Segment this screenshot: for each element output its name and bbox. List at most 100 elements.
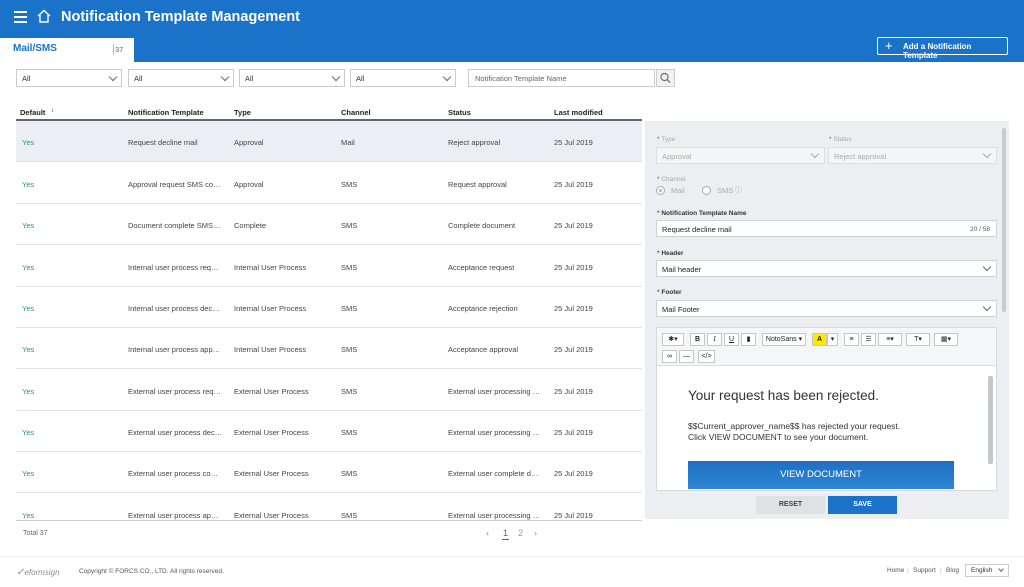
cell-status: Reject approval [448, 138, 501, 147]
search-input[interactable]: Notification Template Name [468, 69, 655, 87]
sort-icon[interactable]: ↕ [51, 108, 54, 114]
eformsign-logo: ✓eformsign [16, 567, 60, 578]
status-select: Reject approval [828, 147, 997, 164]
font-select[interactable]: NotoSans ▾ [762, 333, 806, 346]
cell-status: External user processing … [448, 428, 541, 437]
filter-select-3[interactable]: All [239, 69, 345, 87]
chevron-down-icon [220, 72, 230, 82]
footer-link-home[interactable]: Home [887, 567, 905, 574]
cell-channel: SMS [341, 511, 358, 520]
tab-mail-sms[interactable]: Mail/SMS 37 [0, 38, 134, 62]
cell-modified: 25 Jul 2019 [554, 511, 593, 520]
italic-button[interactable]: I [707, 333, 722, 346]
horizontal-rule-icon[interactable]: — [679, 350, 694, 363]
page-2[interactable]: 2 [518, 528, 524, 538]
highlight-button[interactable]: A [812, 333, 827, 346]
panel-scrollbar[interactable] [1002, 128, 1006, 312]
channel-mail-label: Mail [671, 186, 685, 195]
add-template-label: Add a Notification Template [903, 42, 972, 60]
prev-page-icon[interactable]: ‹ [486, 528, 489, 538]
header-select[interactable]: Mail header [656, 260, 997, 277]
save-button[interactable]: SAVE [828, 496, 897, 514]
tab-label: Mail/SMS [13, 43, 57, 54]
table-icon[interactable]: ▦▾ [934, 333, 958, 346]
table-row[interactable]: Yes Internal user process app… Internal … [16, 328, 642, 369]
table-row[interactable]: Yes Document complete SMS… Complete SMS … [16, 204, 642, 245]
cell-template: Document complete SMS… [128, 221, 221, 230]
home-icon[interactable] [37, 9, 51, 23]
editor-scrollbar[interactable] [988, 376, 993, 464]
filter-select-4[interactable]: All [350, 69, 456, 87]
table-row[interactable]: Yes Internal user process req… Internal … [16, 246, 642, 287]
reset-button[interactable]: RESET [756, 496, 825, 514]
search-button[interactable] [656, 69, 675, 87]
align-icon[interactable]: ≡▾ [878, 333, 902, 346]
cell-modified: 25 Jul 2019 [554, 345, 593, 354]
numbered-list-icon[interactable]: ☰ [861, 333, 876, 346]
cell-type: External User Process [234, 387, 309, 396]
cell-modified: 25 Jul 2019 [554, 428, 593, 437]
view-document-button: VIEW DOCUMENT [688, 461, 954, 489]
top-bar: Notification Template Management Mail/SM… [0, 0, 1024, 62]
cell-status: Request approval [448, 180, 507, 189]
col-channel: Channel [341, 108, 371, 117]
cell-default: Yes [22, 387, 35, 396]
text-size-icon[interactable]: T▾ [906, 333, 930, 346]
bold-button[interactable]: B [690, 333, 705, 346]
page-1[interactable]: 1 [502, 528, 510, 540]
chevron-down-icon [982, 149, 992, 159]
cell-default: Yes [22, 304, 35, 313]
cell-modified: 25 Jul 2019 [554, 469, 593, 478]
channel-sms-label: SMS [717, 186, 734, 195]
underline-button[interactable]: U [724, 333, 739, 346]
table-row[interactable]: Yes External user process ap… External U… [16, 494, 642, 521]
chevron-down-icon[interactable]: ▾ [827, 333, 838, 346]
add-template-button[interactable]: + Add a Notification Template [877, 37, 1008, 60]
footer-select[interactable]: Mail Footer [656, 300, 997, 317]
chevron-down-icon [108, 72, 118, 82]
eraser-icon[interactable]: ▮ [741, 333, 756, 346]
footer-link-blog[interactable]: Blog [946, 567, 960, 574]
channel-sms-radio [702, 186, 711, 195]
bullet-list-icon[interactable]: ≡ [844, 333, 859, 346]
table-row[interactable]: Yes Request decline mail Approval Mail R… [16, 121, 642, 162]
link-icon[interactable]: ∞ [662, 350, 677, 363]
cell-channel: SMS [341, 304, 358, 313]
header-value: Mail header [662, 265, 702, 274]
col-default[interactable]: Default [20, 108, 46, 117]
template-name-input[interactable]: Request decline mail 20 / 58 [656, 220, 997, 237]
chevron-down-icon [331, 72, 341, 82]
cell-channel: SMS [341, 387, 358, 396]
info-icon[interactable]: ⓘ [735, 187, 742, 194]
total-count: Total 37 [23, 530, 48, 537]
menu-icon[interactable] [14, 11, 27, 23]
footer-separator: | [907, 567, 909, 574]
next-page-icon[interactable]: › [534, 528, 537, 538]
filter-select-2[interactable]: All [128, 69, 234, 87]
col-type: Type [234, 108, 251, 117]
type-select: Approval [656, 147, 825, 164]
table-row[interactable]: Yes Internal user process dec… Internal … [16, 287, 642, 328]
char-counter: 20 / 58 [970, 226, 990, 233]
filter-select-1[interactable]: All [16, 69, 122, 87]
table-row[interactable]: Yes Approval request SMS co… Approval SM… [16, 163, 642, 204]
table-row[interactable]: Yes External user process co… External U… [16, 452, 642, 493]
language-select[interactable]: English [965, 564, 1009, 577]
rich-text-editor[interactable]: ✱▾ B I U ▮ NotoSans ▾ A ▾ ≡ ☰ ≡▾ T▾ ▦▾ ∞… [656, 327, 997, 491]
footer-divider [0, 556, 1024, 557]
cell-status: Complete document [448, 221, 516, 230]
magic-wand-icon[interactable]: ✱▾ [662, 333, 684, 346]
template-name-label: * Notification Template Name [657, 210, 747, 217]
editor-toolbar: ✱▾ B I U ▮ NotoSans ▾ A ▾ ≡ ☰ ≡▾ T▾ ▦▾ ∞… [657, 328, 996, 366]
type-value: Approval [662, 152, 692, 161]
table-row[interactable]: Yes External user process req… External … [16, 370, 642, 411]
search-icon [660, 72, 671, 83]
cell-status: External user processing … [448, 511, 541, 520]
cell-channel: SMS [341, 428, 358, 437]
editor-content[interactable]: Your request has been rejected. $$Curren… [657, 366, 996, 490]
col-template: Notification Template [128, 108, 204, 117]
table-row[interactable]: Yes External user process dec… External … [16, 411, 642, 452]
cell-type: Complete [234, 221, 267, 230]
code-view-icon[interactable]: </> [698, 350, 715, 363]
footer-link-support[interactable]: Support [913, 567, 936, 574]
